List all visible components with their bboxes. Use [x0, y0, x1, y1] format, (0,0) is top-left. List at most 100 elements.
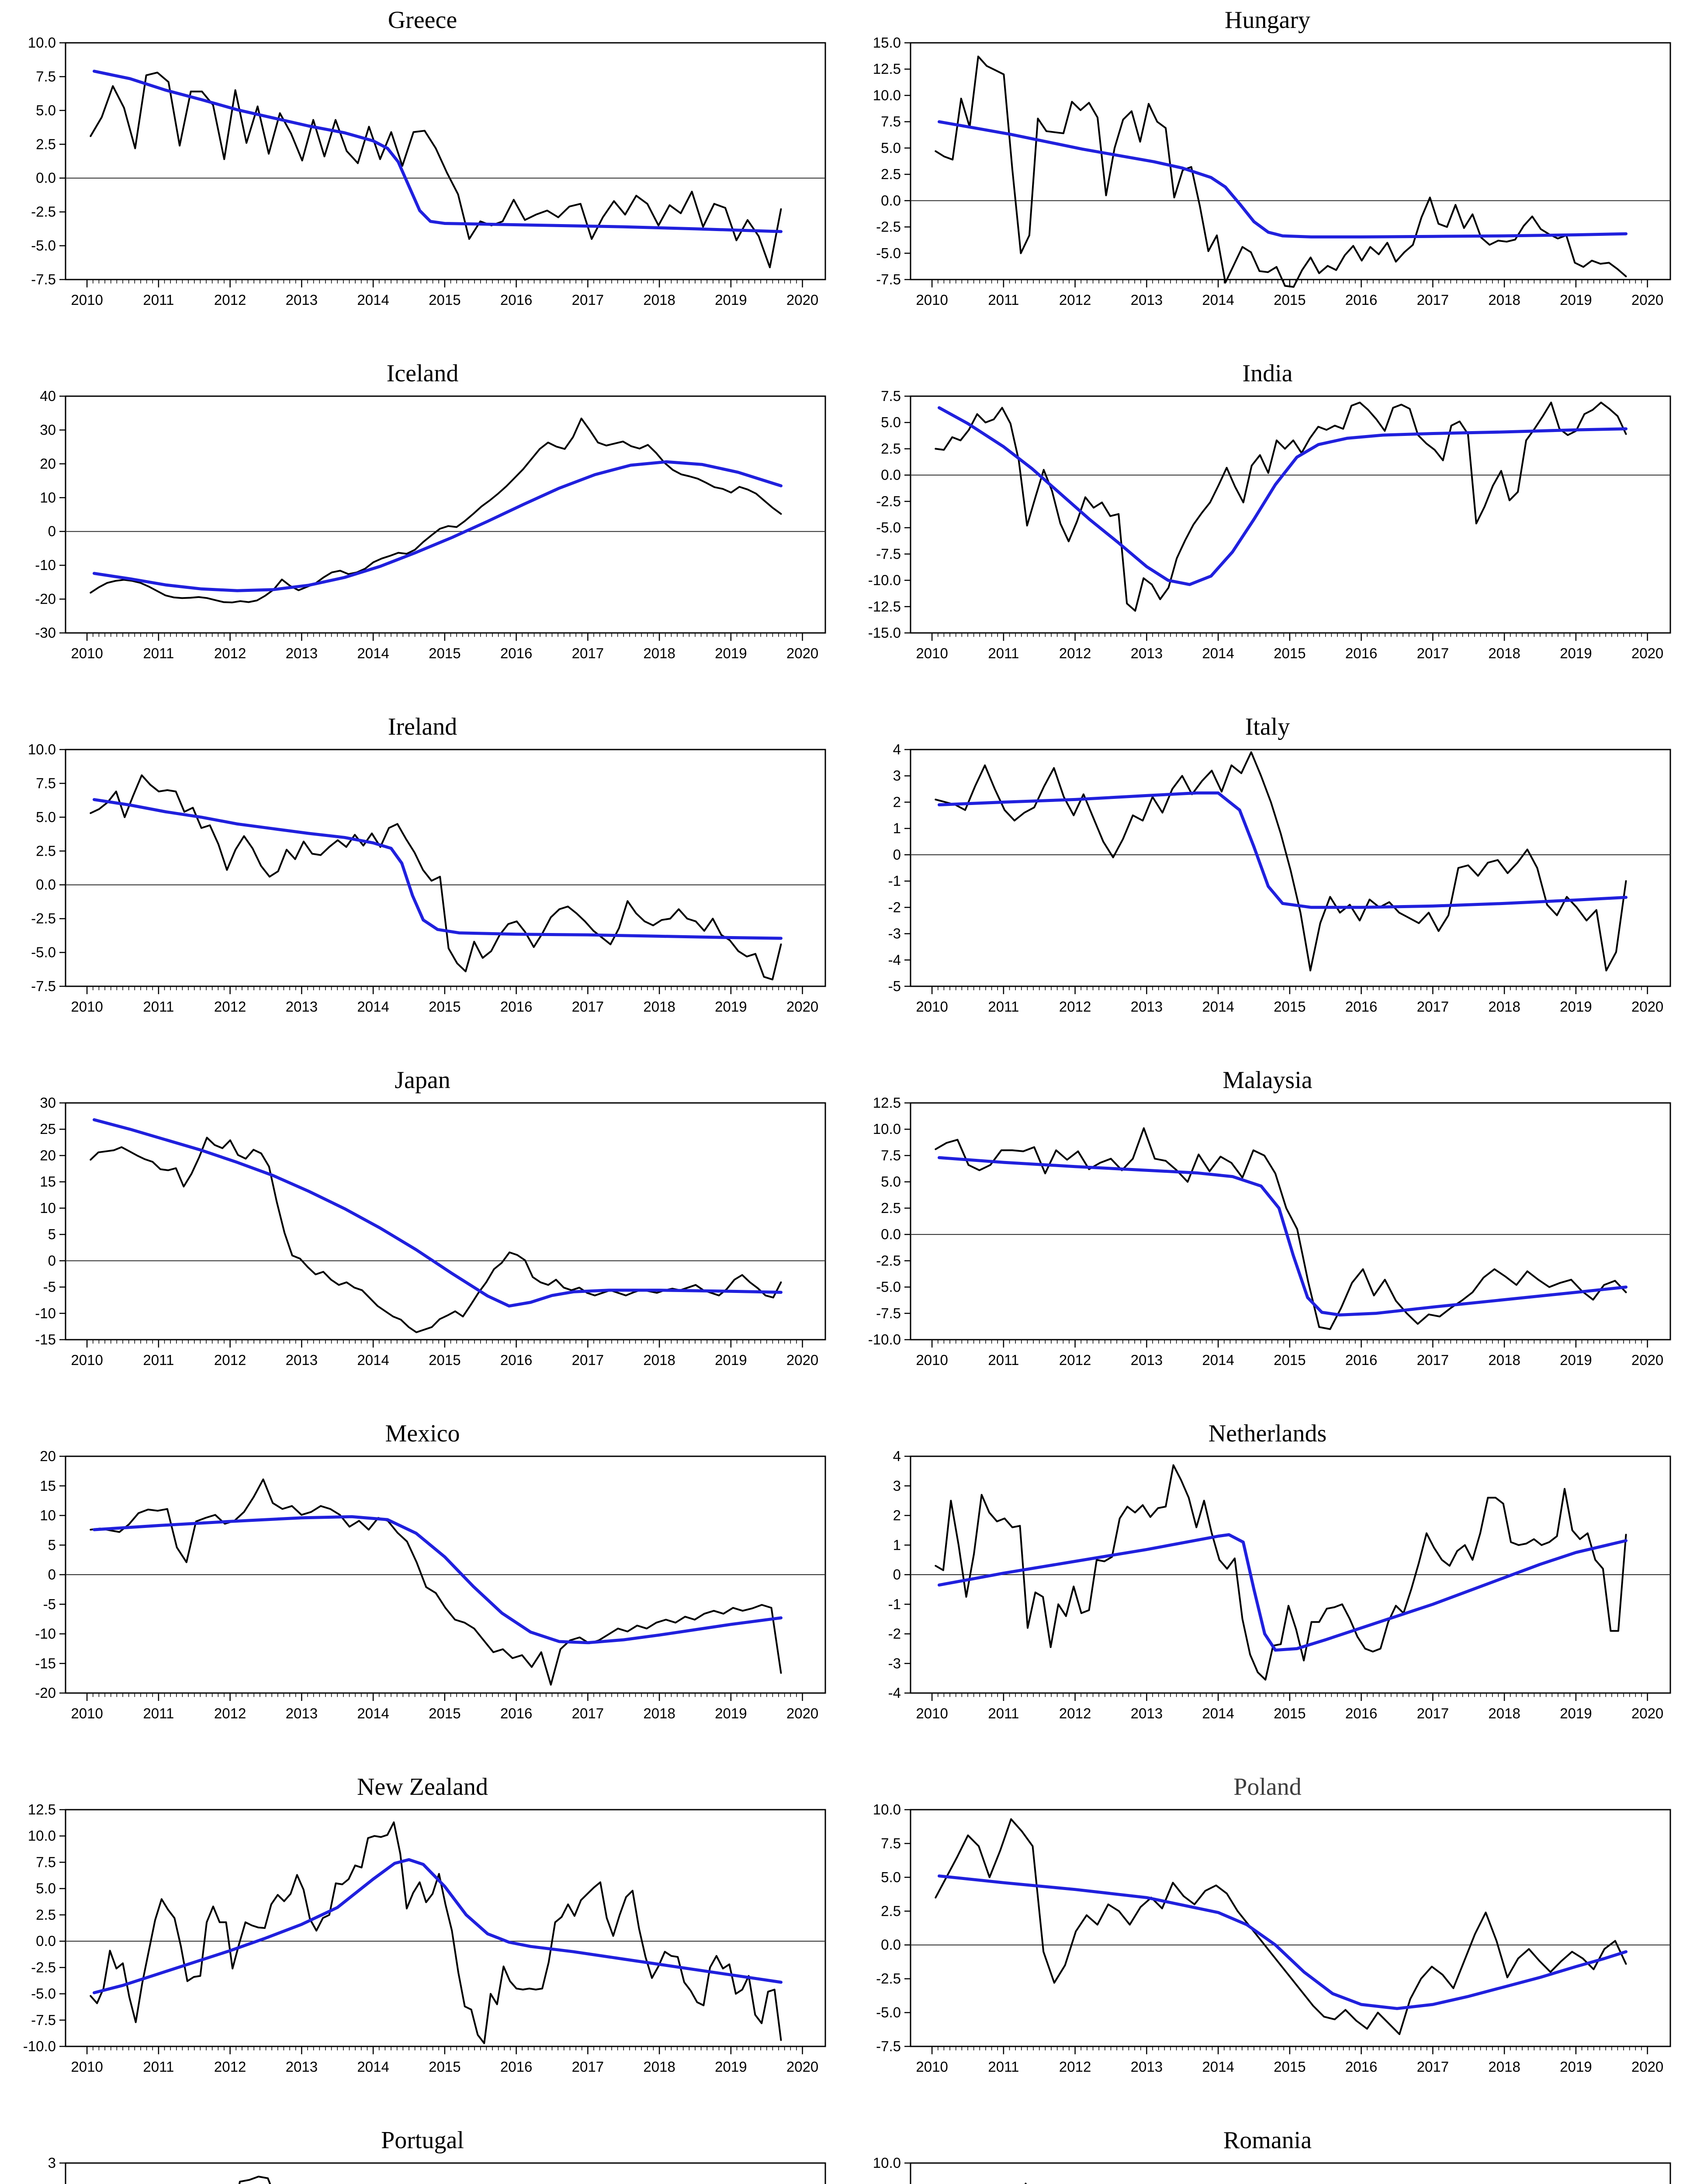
y-tick-label: 2 — [893, 794, 901, 810]
x-tick-label: 2017 — [572, 645, 604, 661]
y-tick-label: -5.0 — [31, 1986, 56, 2002]
x-tick-label: 2017 — [1417, 1705, 1449, 1721]
y-tick-label: 7.5 — [881, 1147, 901, 1163]
x-tick-label: 2015 — [1274, 999, 1306, 1015]
series-line — [935, 55, 1627, 288]
y-tick-label: 5.0 — [881, 1869, 901, 1885]
x-tick-label: 2016 — [1345, 2059, 1377, 2075]
plot-frame — [910, 749, 1671, 987]
x-tick-label: 2013 — [1131, 2059, 1163, 2075]
chart-title: Iceland — [386, 360, 459, 387]
x-tick-label: 2016 — [500, 292, 532, 308]
y-tick-label: 3 — [893, 767, 901, 784]
x-tick-label: 2018 — [1488, 999, 1520, 1015]
x-tick-label: 2016 — [500, 999, 532, 1015]
y-tick-label: 7.5 — [881, 114, 901, 130]
y-tick-label: 4 — [893, 742, 901, 757]
y-tick-label: 10 — [40, 1200, 56, 1216]
x-tick-label: 2010 — [71, 999, 103, 1015]
y-tick-label: 0 — [893, 1566, 901, 1583]
x-tick-label: 2018 — [1488, 1352, 1520, 1368]
y-tick-label: -5 — [43, 1596, 56, 1612]
x-tick-label: 2013 — [1131, 999, 1163, 1015]
x-tick-label: 2016 — [500, 1352, 532, 1368]
x-tick-label: 2012 — [1059, 2059, 1091, 2075]
x-tick-label: 2011 — [143, 1705, 174, 1721]
y-tick-label: -7.5 — [876, 1305, 901, 1321]
x-tick-label: 2012 — [214, 645, 246, 661]
series-line — [935, 401, 1627, 612]
y-tick-label: 10 — [40, 1507, 56, 1524]
series-line — [935, 1127, 1627, 1330]
chart-title: Portugal — [381, 2127, 464, 2154]
x-tick-label: 2019 — [1560, 999, 1592, 1015]
x-tick-label: 2015 — [1274, 2059, 1306, 2075]
y-tick-label: 0 — [48, 1252, 56, 1268]
plot-frame — [910, 395, 1671, 634]
y-tick-label: -5.0 — [876, 2004, 901, 2021]
x-tick-label: 2015 — [429, 1705, 461, 1721]
chart-panel-poland: Poland 10.0 7.5 5.0 2.5 0.0 -2.5 -5.0 -7.5 2010 20… — [845, 1767, 1690, 2120]
plot-frame — [65, 1809, 826, 2047]
chart-panel-japan: Japan 30 25 20 15 10 5 0 -5 -10 -15 2010 2011 2012 201… — [0, 1060, 845, 1413]
x-tick-label: 2020 — [786, 292, 818, 308]
x-tick-label: 2012 — [214, 292, 246, 308]
x-tick-label: 2015 — [1274, 1352, 1306, 1368]
x-tick-label: 2015 — [429, 645, 461, 661]
x-tick-label: 2020 — [1631, 292, 1663, 308]
y-tick-label: 0.0 — [881, 1937, 901, 1953]
trend-line — [93, 460, 783, 592]
plot-frame — [65, 42, 826, 280]
x-tick-label: 2017 — [1417, 2059, 1449, 2075]
y-tick-label: 25 — [40, 1121, 56, 1137]
y-tick-label: 3 — [48, 2155, 56, 2171]
y-tick-label: 30 — [40, 422, 56, 438]
x-tick-label: 2012 — [1059, 292, 1091, 308]
chart-panel-portugal: Portugal3210-1-2-3-420102011201220132014… — [0, 2120, 845, 2184]
y-tick-label: 2.5 — [881, 1200, 901, 1216]
y-tick-label: 20 — [40, 456, 56, 472]
y-tick-label: 2.5 — [36, 843, 56, 859]
y-tick-label: -15.0 — [868, 625, 901, 641]
plot-frame — [910, 1102, 1671, 1341]
y-tick-label: 1 — [893, 820, 901, 836]
y-tick-label: 5.0 — [36, 809, 56, 825]
x-tick-label: 2014 — [357, 1705, 389, 1721]
x-tick-label: 2017 — [1417, 1352, 1449, 1368]
chart-panel-netherlands: Netherlands 4 3 2 1 0 -1 -2 -3 -4 2010 2011 2012 2013… — [845, 1413, 1690, 1767]
plot-frame — [910, 2162, 1671, 2184]
chart-title: New Zealand — [357, 1773, 488, 1800]
y-tick-label: 10.0 — [28, 1828, 56, 1844]
x-tick-label: 2014 — [1202, 2059, 1234, 2075]
y-tick-label: -1 — [888, 873, 901, 889]
x-tick-label: 2018 — [1488, 292, 1520, 308]
plot-frame — [65, 395, 826, 634]
x-tick-label: 2014 — [357, 1352, 389, 1368]
trend-line — [93, 798, 783, 940]
x-tick-label: 2014 — [357, 999, 389, 1015]
x-tick-label: 2010 — [71, 1352, 103, 1368]
x-tick-label: 2011 — [988, 1352, 1019, 1368]
plot-frame — [65, 1102, 826, 1341]
y-tick-label: -2.5 — [31, 910, 56, 926]
series-line — [90, 1137, 782, 1334]
y-tick-label: 10.0 — [873, 1802, 901, 1818]
y-tick-label: 2.5 — [881, 166, 901, 182]
trend-line — [93, 1118, 783, 1308]
y-tick-label: 4 — [893, 1448, 901, 1464]
x-tick-label: 2019 — [715, 999, 747, 1015]
x-tick-label: 2012 — [214, 1705, 246, 1721]
x-tick-label: 2012 — [214, 2059, 246, 2075]
chart-title: Mexico — [385, 1420, 460, 1447]
x-tick-label: 2010 — [71, 2059, 103, 2075]
trend-line — [938, 120, 1628, 238]
trend-line — [938, 1156, 1628, 1317]
y-tick-label: -20 — [35, 1685, 56, 1701]
x-tick-label: 2013 — [1131, 1705, 1163, 1721]
y-tick-label: 0 — [48, 523, 56, 539]
chart-panel-romania: Romania10.07.55.02.50.0-2.5-5.0201020112… — [845, 2120, 1690, 2184]
x-tick-label: 2020 — [1631, 645, 1663, 661]
chart-title: Poland — [1233, 1773, 1302, 1800]
y-tick-label: 0 — [48, 1566, 56, 1583]
